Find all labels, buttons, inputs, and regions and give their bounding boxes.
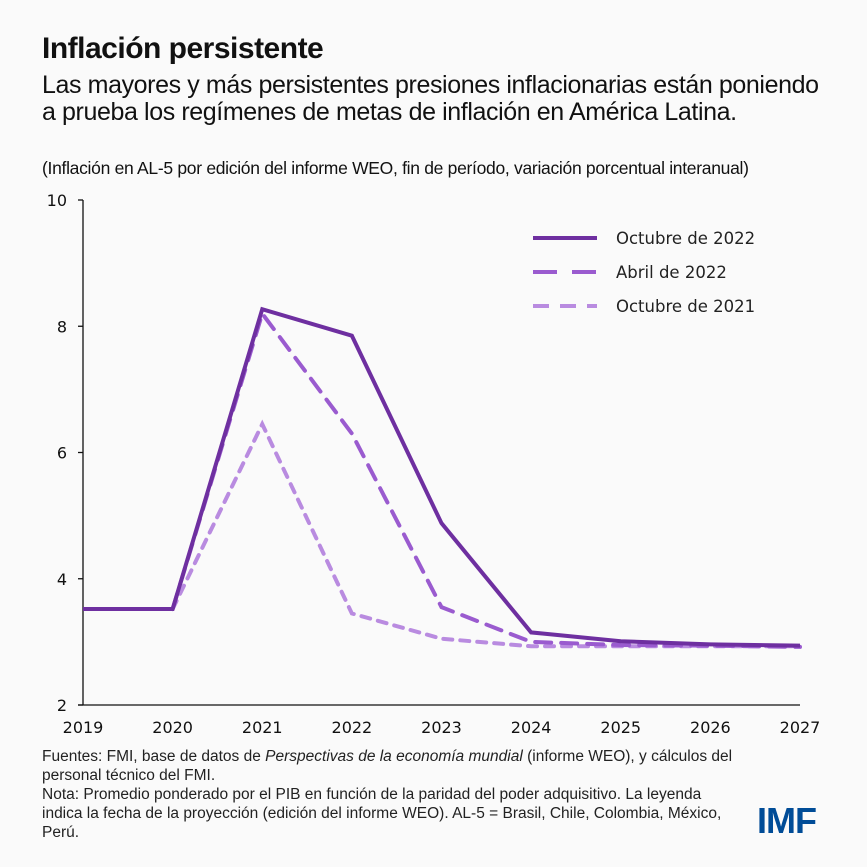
footnotes: Fuentes: FMI, base de datos de Perspecti… xyxy=(42,747,742,842)
x-tick-label: 2019 xyxy=(63,718,104,737)
y-tick-label: 10 xyxy=(47,191,67,210)
legend: Octubre de 2022 Abril de 2022 Octubre de 2… xyxy=(533,229,755,316)
methodology-note: Nota: Promedio ponderado por el PIB en f… xyxy=(42,786,722,841)
sources-note: Fuentes: FMI, base de datos de Perspecti… xyxy=(42,748,733,784)
x-tick-label: 2027 xyxy=(780,718,821,737)
units-note: (Inflación en AL-5 por edición del infor… xyxy=(42,158,749,178)
chart-title: Inflación persistente xyxy=(42,32,324,65)
x-tick-label: 2026 xyxy=(690,718,731,737)
y-tick-label: 8 xyxy=(57,317,67,336)
imf-logo: IMF xyxy=(757,800,817,841)
y-tick-label: 6 xyxy=(57,444,67,463)
x-tick-label: 2022 xyxy=(332,718,373,737)
x-tick-label: 2024 xyxy=(511,718,552,737)
x-tick-label: 2023 xyxy=(421,718,462,737)
axes: 2 4 6 8 10 2019 2020 2021 2022 2023 2024 2025 2026 20… xyxy=(47,191,821,737)
legend-label-2: Abril de 2022 xyxy=(616,263,727,282)
x-tick-label: 2021 xyxy=(242,718,283,737)
y-tick-label: 4 xyxy=(57,570,67,589)
series-line-1 xyxy=(83,306,801,648)
series-line-3 xyxy=(170,419,802,649)
chart-subtitle: Las mayores y más persistentes presiones… xyxy=(42,71,819,126)
legend-label-1: Octubre de 2022 xyxy=(616,229,755,248)
legend-label-3: Octubre de 2021 xyxy=(616,297,755,316)
y-tick-label: 2 xyxy=(57,696,67,715)
series-line-2 xyxy=(170,309,802,649)
x-tick-label: 2020 xyxy=(152,718,193,737)
x-tick-label: 2025 xyxy=(600,718,641,737)
series-lines xyxy=(82,306,802,649)
